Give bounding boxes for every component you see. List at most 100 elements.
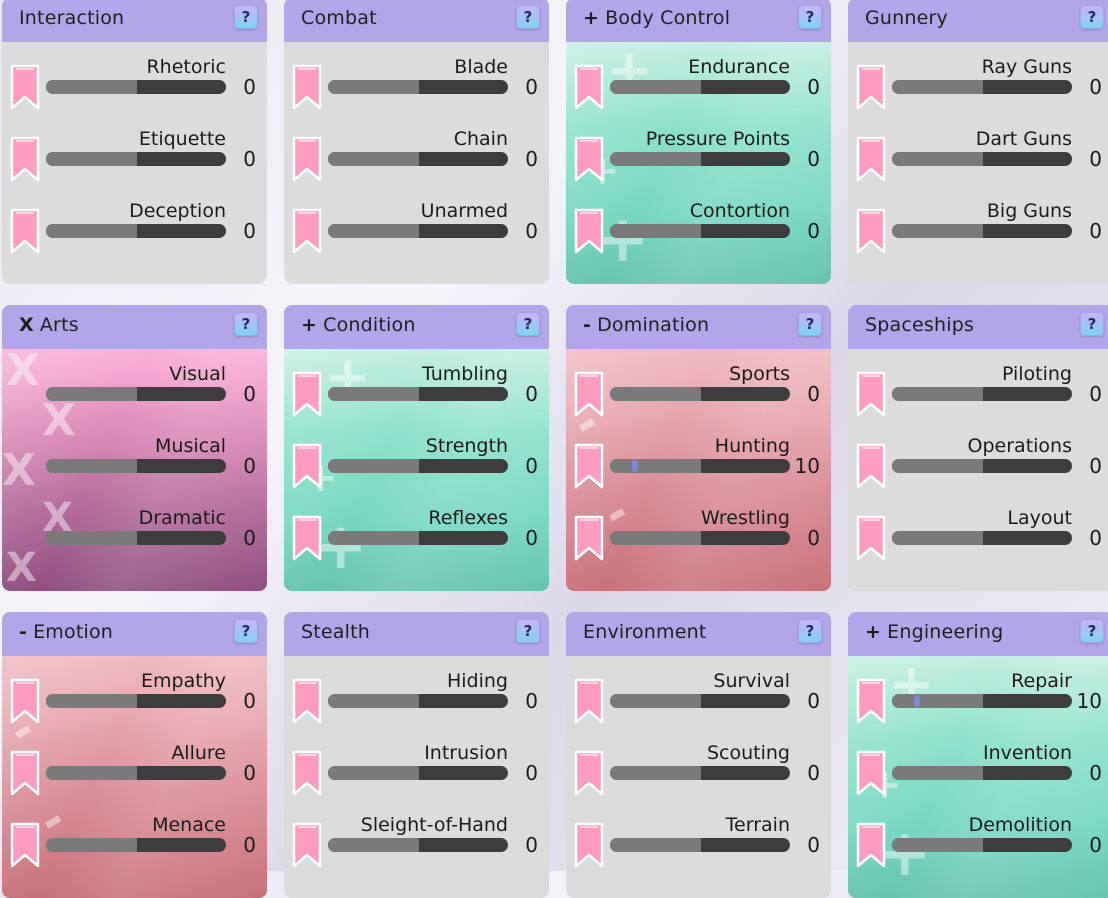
skill-slider[interactable] (610, 387, 790, 401)
bookmark-icon[interactable] (292, 371, 322, 417)
skill-slider[interactable] (610, 838, 790, 852)
skill-slider[interactable] (610, 531, 790, 545)
bookmark-icon[interactable] (574, 515, 604, 561)
skill-slider[interactable] (892, 387, 1072, 401)
skill-slider[interactable] (328, 80, 508, 94)
skill-slider[interactable] (892, 152, 1072, 166)
bookmark-icon[interactable] (856, 136, 886, 182)
bookmark-icon[interactable] (574, 678, 604, 724)
skill-slider[interactable] (46, 80, 226, 94)
skill-row-menace: Menace 0 (2, 804, 267, 876)
help-button[interactable]: ? (516, 312, 540, 336)
bookmark-icon[interactable] (574, 371, 604, 417)
skill-slider[interactable] (892, 80, 1072, 94)
help-button[interactable]: ? (516, 5, 540, 29)
skill-name: Invention (982, 742, 1072, 764)
bookmark-icon[interactable] (292, 515, 322, 561)
bookmark-icon[interactable] (856, 678, 886, 724)
skill-slider[interactable] (328, 387, 508, 401)
bookmark-icon[interactable] (10, 64, 40, 110)
bookmark-icon[interactable] (10, 750, 40, 796)
skill-slider[interactable] (328, 224, 508, 238)
bookmark-icon[interactable] (292, 64, 322, 110)
help-button[interactable]: ? (234, 619, 258, 643)
skill-slider[interactable] (46, 838, 226, 852)
bookmark-icon[interactable] (856, 750, 886, 796)
card-mark: + (865, 621, 882, 643)
card-header: + Engineering? (848, 612, 1108, 656)
skill-slider[interactable] (610, 224, 790, 238)
skill-slider[interactable] (610, 152, 790, 166)
card-title-text: Arts (39, 314, 79, 336)
skill-slider[interactable] (328, 531, 508, 545)
help-button[interactable]: ? (798, 5, 822, 29)
slider-fill (892, 531, 983, 545)
bookmark-icon[interactable] (292, 822, 322, 868)
help-button[interactable]: ? (516, 619, 540, 643)
skill-slider[interactable] (892, 694, 1072, 708)
help-button[interactable]: ? (1080, 312, 1104, 336)
bookmark-icon[interactable] (10, 136, 40, 182)
bookmark-icon[interactable] (856, 515, 886, 561)
skill-slider[interactable] (610, 459, 790, 473)
skill-slider[interactable] (46, 387, 226, 401)
skill-slider[interactable] (46, 766, 226, 780)
skill-name: Reflexes (428, 507, 508, 529)
bookmark-icon[interactable] (292, 443, 322, 489)
skill-slider[interactable] (328, 459, 508, 473)
skill-slider[interactable] (46, 531, 226, 545)
skill-slider[interactable] (328, 694, 508, 708)
bookmark-icon[interactable] (292, 678, 322, 724)
skill-value: 0 (807, 833, 820, 857)
skill-slider[interactable] (892, 224, 1072, 238)
slider-knob[interactable] (914, 695, 920, 707)
skill-slider[interactable] (328, 766, 508, 780)
bookmark-icon[interactable] (10, 208, 40, 254)
bookmark-icon[interactable] (574, 443, 604, 489)
bookmark-icon[interactable] (856, 64, 886, 110)
bookmark-icon[interactable] (856, 371, 886, 417)
help-button[interactable]: ? (234, 5, 258, 29)
slider-fill (610, 387, 701, 401)
card-title: + Condition (301, 314, 416, 336)
bookmark-icon[interactable] (292, 208, 322, 254)
skill-value: 0 (243, 761, 256, 785)
skill-slider[interactable] (46, 152, 226, 166)
card-title-text: Stealth (301, 621, 371, 643)
bookmark-icon[interactable] (574, 64, 604, 110)
slider-knob[interactable] (632, 460, 638, 472)
skill-slider[interactable] (610, 80, 790, 94)
bookmark-icon[interactable] (856, 822, 886, 868)
card-title: - Domination (583, 314, 709, 336)
skill-slider[interactable] (46, 694, 226, 708)
card-header: - Emotion? (2, 612, 267, 656)
help-button[interactable]: ? (1080, 5, 1104, 29)
bookmark-icon[interactable] (574, 208, 604, 254)
skill-value: 0 (807, 219, 820, 243)
help-button[interactable]: ? (798, 312, 822, 336)
help-button[interactable]: ? (798, 619, 822, 643)
skill-slider[interactable] (892, 838, 1072, 852)
bookmark-icon[interactable] (10, 822, 40, 868)
bookmark-icon[interactable] (574, 750, 604, 796)
slider-fill (46, 838, 137, 852)
skill-slider[interactable] (46, 459, 226, 473)
bookmark-icon[interactable] (856, 208, 886, 254)
skill-slider[interactable] (46, 224, 226, 238)
bookmark-icon[interactable] (10, 678, 40, 724)
skill-slider[interactable] (610, 694, 790, 708)
skill-slider[interactable] (892, 766, 1072, 780)
skill-slider[interactable] (610, 766, 790, 780)
bookmark-icon[interactable] (574, 822, 604, 868)
skill-slider[interactable] (892, 459, 1072, 473)
help-button[interactable]: ? (234, 312, 258, 336)
bookmark-icon[interactable] (292, 136, 322, 182)
bookmark-icon[interactable] (574, 136, 604, 182)
bookmark-icon[interactable] (292, 750, 322, 796)
skill-slider[interactable] (328, 838, 508, 852)
skill-slider[interactable] (328, 152, 508, 166)
help-button[interactable]: ? (1080, 619, 1104, 643)
bookmark-icon[interactable] (856, 443, 886, 489)
slider-fill (610, 80, 701, 94)
skill-slider[interactable] (892, 531, 1072, 545)
